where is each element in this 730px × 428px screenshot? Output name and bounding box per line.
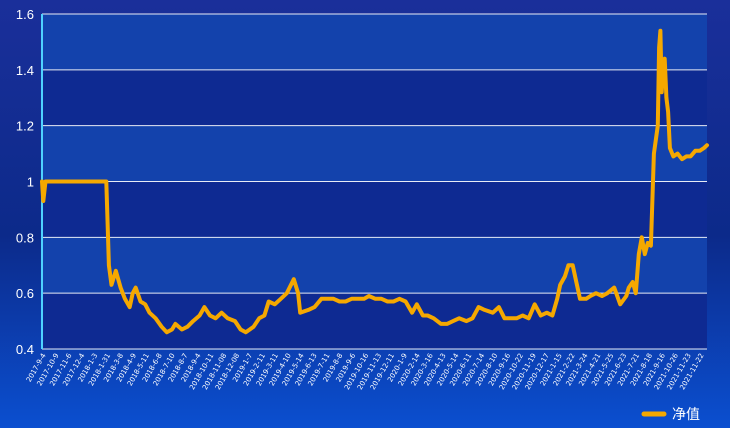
y-tick-label: 1.6 xyxy=(16,7,34,22)
legend: 净值 xyxy=(641,407,700,423)
y-tick-label: 0.8 xyxy=(16,230,34,245)
plot-band xyxy=(42,125,707,182)
y-tick-label: 1.2 xyxy=(16,119,34,134)
y-tick-label: 0.4 xyxy=(16,342,34,357)
y-tick-label: 0.6 xyxy=(16,286,34,301)
plot-band xyxy=(42,237,707,294)
grid-lines xyxy=(42,13,707,350)
y-axis-ticks: 1.6 1.4 1.2 1 0.8 0.6 0.4 xyxy=(16,7,34,357)
series-line-net-value xyxy=(40,28,709,335)
legend-label: 净值 xyxy=(672,407,700,423)
plot-band xyxy=(42,14,707,70)
x-axis-ticks: 2017-9-42017-10-92017-11-62017-12-42018-… xyxy=(25,352,706,392)
y-tick-label: 1 xyxy=(27,175,34,190)
y-tick-label: 1.4 xyxy=(16,63,34,78)
